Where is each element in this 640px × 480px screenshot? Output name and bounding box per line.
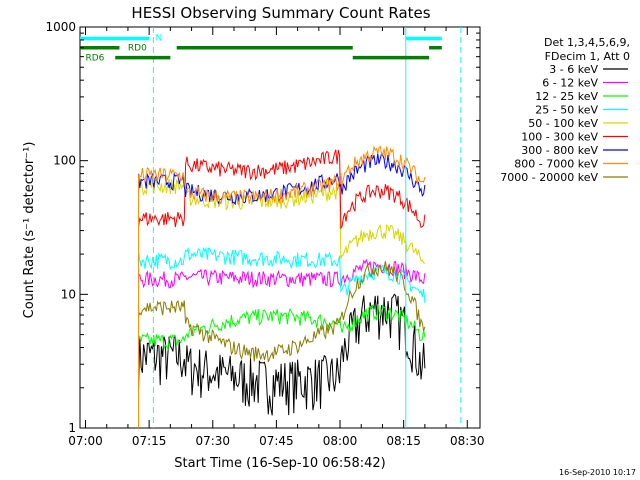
- status-label-RD0: RD0: [128, 44, 147, 54]
- series-line-3-6keV: [138, 293, 426, 416]
- x-tick-label: 07:45: [259, 434, 294, 448]
- ticks-layer: 07:00 07:15 07:30 07:45 08:00 08:15 08:30 1 10 10…: [45, 20, 484, 448]
- y-tick-label: 1: [68, 421, 76, 435]
- series-line-25-50keV: [138, 246, 426, 303]
- y-tick-label: 100: [53, 154, 76, 168]
- series-line-7000-20000keV: [138, 261, 426, 363]
- chart-title: HESSI Observing Summary Count Rates: [131, 4, 430, 22]
- marker-layer: [152, 27, 462, 428]
- x-tick-label: 08:15: [386, 434, 421, 448]
- x-tick-label: 07:00: [68, 434, 103, 448]
- legend-header-line-2: FDecim 1, Att 0: [545, 50, 630, 63]
- y-tick-label: 1000: [45, 20, 76, 34]
- x-tick-label: 07:15: [132, 434, 167, 448]
- legend-label: 300 - 800 keV: [521, 144, 598, 157]
- plot-timestamp: 16-Sep-2010 10:17: [559, 468, 636, 477]
- legend-label: 800 - 7000 keV: [514, 158, 598, 171]
- x-tick-label: 08:00: [323, 434, 358, 448]
- legend-label: 7000 - 20000 keV: [500, 171, 598, 184]
- legend-label: 100 - 300 keV: [521, 131, 598, 144]
- y-axis-label: Count Rate (s⁻¹ detector⁻¹): [22, 142, 37, 319]
- series-line-800-7000keV: [138, 145, 426, 206]
- status-layer: N RD0 RD6: [80, 34, 442, 64]
- x-axis-label: Start Time (16-Sep-10 06:58:42): [174, 456, 385, 471]
- series-line-6-12keV: [138, 258, 426, 289]
- legend-header-line-1: Det 1,3,4,5,6,9,: [544, 36, 630, 49]
- legend-label: 50 - 100 keV: [528, 117, 598, 130]
- status-label-RD6: RD6: [86, 54, 105, 64]
- legend-label: 3 - 6 keV: [549, 63, 598, 76]
- x-tick-label: 08:30: [450, 434, 485, 448]
- legend-label: 6 - 12 keV: [542, 77, 598, 90]
- series-line-12-25keV: [138, 303, 426, 351]
- series-line-100-300keV: [138, 149, 426, 230]
- x-tick-label: 07:30: [195, 434, 230, 448]
- legend-label: 12 - 25 keV: [535, 90, 598, 103]
- legend: Det 1,3,4,5,6,9, FDecim 1, Att 0 3 - 6 k…: [500, 36, 630, 184]
- plot-area: N RD0 RD6 07:00 07:15 07:30 07:45 08:00 08:15 08…: [45, 20, 484, 448]
- series-layer: [138, 145, 426, 428]
- y-tick-label: 10: [61, 287, 76, 301]
- plot-frame: [79, 26, 481, 429]
- legend-label: 25 - 50 keV: [535, 104, 598, 117]
- status-label-N: N: [156, 34, 163, 44]
